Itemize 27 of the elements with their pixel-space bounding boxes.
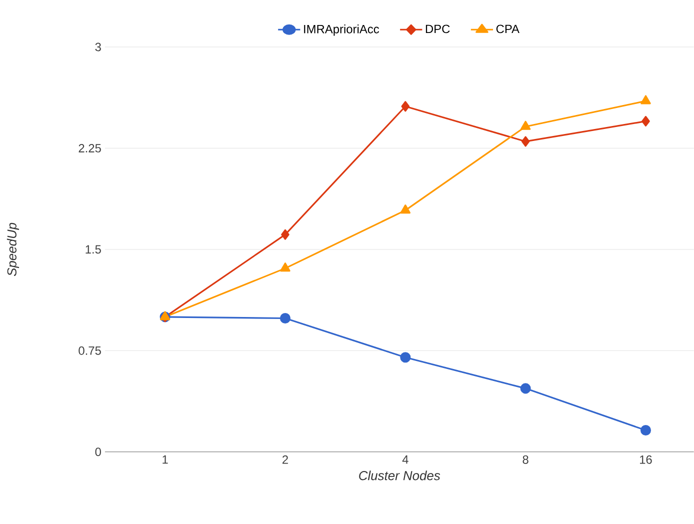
legend-label: IMRAprioriAcc [304, 24, 380, 36]
point [520, 120, 531, 130]
point [642, 116, 650, 127]
y-tick-label: 1.5 [86, 245, 101, 254]
legend-label: CPA [496, 24, 520, 34]
y-tick-label: 0.75 [78, 346, 101, 355]
legend-label: DPC [426, 24, 450, 34]
y-tick-label: 2.25 [78, 144, 101, 153]
point [640, 425, 652, 436]
point [280, 262, 290, 272]
point [400, 352, 411, 363]
point [281, 229, 290, 240]
point [280, 313, 291, 324]
point [520, 383, 531, 394]
x-tick-label: 8 [522, 455, 528, 464]
x-tick-label: 1 [162, 455, 168, 464]
y-tick-label: 0 [95, 448, 101, 456]
x-tick-label: 16 [640, 455, 652, 464]
point [401, 101, 410, 112]
x-axis-title: Cluster Nodes [359, 470, 440, 480]
x-tick-label: 4 [402, 455, 408, 464]
y-axis-title: SpeedUp [6, 222, 20, 276]
point [400, 204, 411, 214]
y-tick-label: 3 [95, 42, 101, 52]
x-tick-label: 2 [282, 455, 288, 464]
point [521, 136, 530, 147]
point [640, 95, 651, 104]
